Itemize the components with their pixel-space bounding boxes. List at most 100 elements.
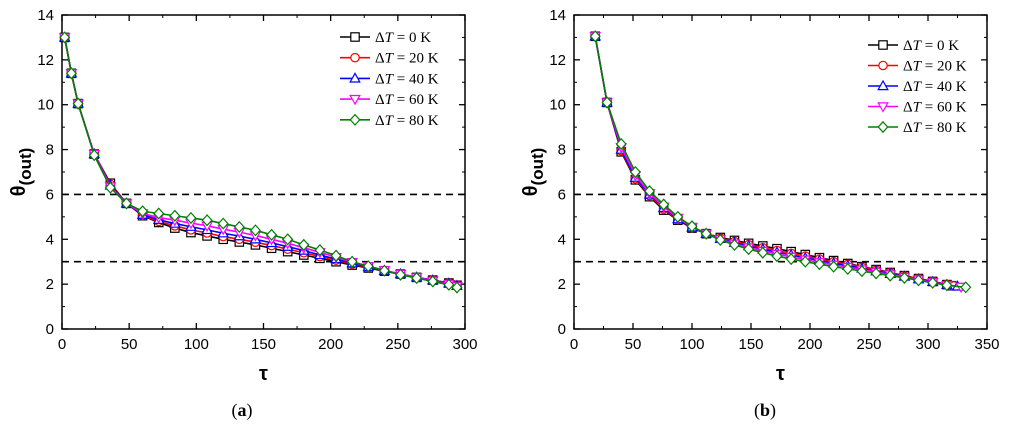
y-axis-title: θ(out) [520,148,547,197]
legend-entry: ΔT = 80 K [903,120,967,136]
legend-marker [349,113,361,126]
data-point [233,220,245,234]
data-point [65,67,77,80]
legend-delta: Δ [375,30,385,46]
data-point [629,165,641,179]
data-point [898,271,910,284]
data-point [314,243,326,257]
legend-delta: Δ [903,79,913,95]
data-point [298,238,310,251]
x-tick-label: 100 [679,336,704,353]
legend-marker [349,94,361,106]
y-tick-label: 4 [46,231,54,248]
data-point [913,274,925,287]
legend-variable: T [913,100,923,116]
y-tick-label: 14 [37,7,54,24]
y-tick-label: 2 [558,276,566,293]
series-4 [589,30,972,294]
data-point [88,149,100,162]
legend-variable: T [385,51,395,67]
legend-marker [877,79,889,91]
data-point [59,31,71,44]
y-tick-label: 2 [46,276,54,293]
legend-delta: Δ [903,59,913,75]
legend-label: = 60 K [921,100,967,116]
data-point [169,209,181,222]
x-tick-label: 250 [385,336,410,353]
legend-entry: ΔT = 40 K [375,71,439,87]
legend-variable: T [385,113,395,129]
legend: ΔT = 0 KΔT = 20 KΔT = 40 KΔT = 60 KΔT = … [340,30,439,129]
data-point [757,246,769,259]
data-point [771,250,783,263]
data-point [266,228,278,241]
data-point [842,262,854,275]
data-point [137,205,149,218]
legend-variable: T [385,30,395,46]
legend-entry: ΔT = 80 K [375,113,439,129]
data-point [743,243,755,256]
y-tick-label: 10 [37,97,54,114]
x-tick-label: 150 [251,336,276,353]
legend-marker [349,72,361,83]
x-axis-title: τ [776,363,785,385]
panel-label-close: ) [770,400,776,421]
x-tick-label: 350 [974,336,999,353]
data-point [451,281,463,294]
y-tick-label: 8 [46,142,54,159]
series-4 [59,31,463,294]
legend-marker [878,60,888,71]
data-point [153,207,165,220]
y-tick-label: 0 [558,321,566,338]
legend-delta: Δ [903,120,913,136]
data-point [185,211,197,225]
x-tick-label: 300 [452,336,477,353]
data-point [330,249,342,262]
data-point [601,96,613,109]
data-point [714,233,726,247]
data-point [395,268,407,281]
x-tick-label: 200 [797,336,822,353]
legend-entry: ΔT = 20 K [903,59,967,75]
x-tick-label: 150 [738,336,763,353]
data-point [615,137,627,151]
data-point [870,267,882,280]
panel-label-open: ( [754,400,760,421]
legend-entry: ΔT = 60 K [903,100,967,116]
legend-delta: Δ [375,71,385,87]
y-axis-title-main: θ [520,185,542,196]
legend-marker [350,52,360,63]
legend-label: = 60 K [393,92,439,108]
data-point [362,260,374,273]
data-point [785,252,797,266]
data-point [104,181,116,194]
panel-label-open: ( [232,400,238,421]
data-point [217,217,229,230]
data-point [884,269,896,282]
legend-label: = 40 K [393,71,439,87]
legend-variable: T [385,71,395,87]
legend-delta: Δ [375,92,385,108]
y-axis-title-main: θ [8,185,30,196]
panel-label-close: ) [247,400,253,421]
data-point [828,260,840,273]
legend-entry: ΔT = 0 K [903,38,959,54]
legend-variable: T [385,92,395,108]
y-tick-label: 8 [558,142,566,159]
legend-delta: Δ [903,38,913,54]
data-point [728,238,740,251]
legend: ΔT = 0 KΔT = 20 KΔT = 40 KΔT = 60 KΔT = … [868,38,967,136]
x-tick-label: 0 [570,336,578,353]
x-tick-label: 50 [625,336,642,353]
x-tick-label: 200 [318,336,343,353]
y-tick-label: 10 [549,97,566,114]
panel-label: (b) [754,400,776,421]
data-point [72,97,84,110]
legend-marker [350,32,360,42]
legend-entry: ΔT = 0 K [375,30,431,46]
legend-label: = 0 K [921,38,959,54]
legend-label: = 80 K [393,113,439,129]
data-point [658,198,670,211]
